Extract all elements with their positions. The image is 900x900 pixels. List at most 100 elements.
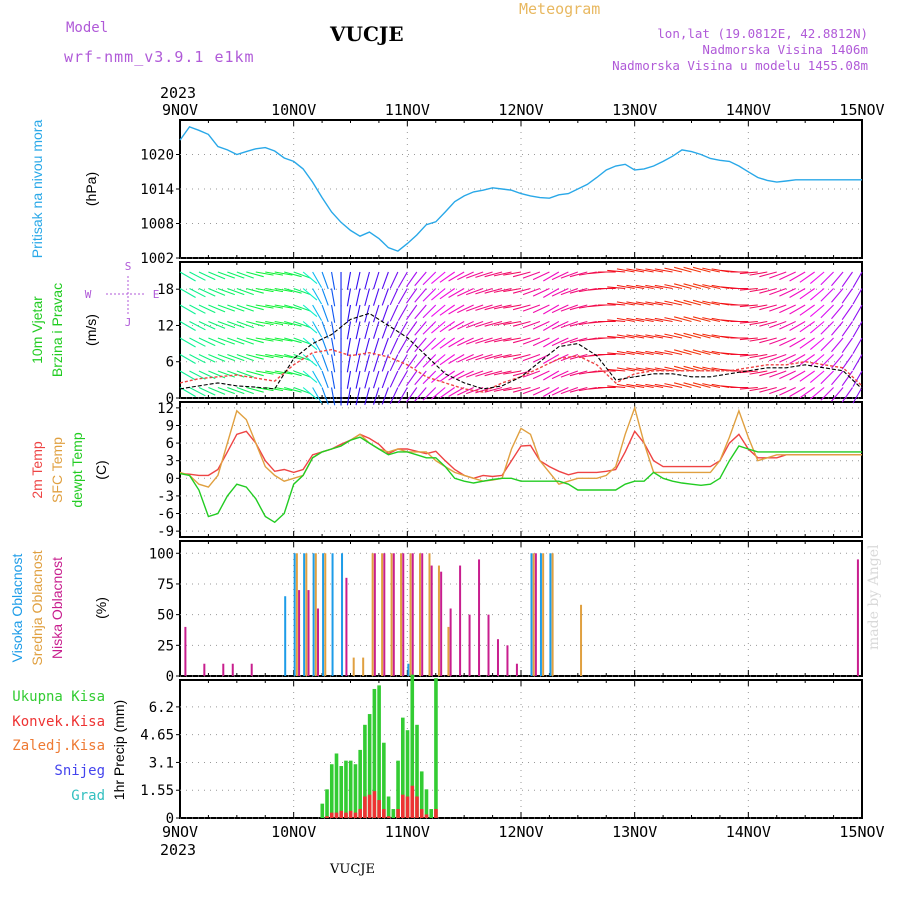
wind-arrow	[406, 271, 418, 288]
wind-arrow	[466, 353, 484, 362]
wind-arrow	[626, 334, 645, 339]
wind-arrow	[759, 370, 777, 377]
wind-arrow	[466, 370, 484, 378]
cloud-bar	[314, 553, 317, 676]
wind-arrow	[227, 304, 245, 312]
wind-arrow	[654, 350, 673, 356]
wind-arrow	[673, 266, 692, 273]
precip-total-bar	[320, 803, 325, 818]
wind-arrow	[607, 302, 626, 306]
wind-arrow	[389, 337, 399, 355]
wind-arrow	[831, 370, 844, 386]
wind-arrow	[769, 353, 787, 362]
wind-arrow	[179, 288, 196, 298]
wind-arrow	[312, 354, 323, 371]
cloud-bar	[440, 571, 443, 676]
wind-arrow	[389, 304, 399, 322]
wind-arrow	[522, 353, 541, 362]
wind-arrow	[274, 386, 293, 392]
wind-arrow	[431, 304, 446, 317]
wind-arrow	[414, 337, 427, 353]
precip-conv-bar	[405, 796, 410, 818]
cloud-bar	[352, 657, 355, 676]
bottom-date-label: 14NOV	[726, 823, 771, 841]
wind-arrow	[503, 337, 522, 342]
wind-arrow	[645, 317, 664, 323]
cloud-bar	[530, 553, 533, 676]
wind-arrow	[381, 321, 389, 339]
wind-arrow	[852, 387, 863, 404]
wind-arrow	[635, 350, 654, 356]
wind-arrow	[789, 271, 806, 282]
wind-arrow	[759, 287, 777, 294]
wind-arrow	[532, 337, 550, 347]
wind-arrow	[543, 304, 560, 315]
precip-conv-bar	[377, 800, 381, 818]
pressure-ytick-label: 1014	[140, 182, 174, 198]
wind-arrow	[560, 386, 579, 395]
precip-total-bar	[334, 753, 339, 818]
wind-arrow	[475, 287, 493, 295]
wind-arrow	[466, 304, 484, 312]
temp-line-1	[179, 405, 862, 488]
bottom-date-label: 15NOV	[839, 823, 884, 841]
wind-arrow	[484, 271, 503, 278]
precip-conv-bar	[434, 809, 438, 818]
wind-arrow	[503, 320, 522, 326]
wind-arrow	[255, 337, 274, 342]
wind-arrow	[198, 354, 216, 363]
cloud-bar	[506, 645, 509, 676]
wind-arrow	[522, 337, 541, 345]
precip-total-bar	[372, 688, 377, 818]
wind-arrow	[331, 304, 336, 323]
wind-arrow	[769, 386, 787, 395]
wind-arrow	[616, 383, 635, 389]
cloud-label-low: Niska Oblacnost	[49, 557, 65, 659]
wind-arrow	[198, 387, 216, 396]
wind-arrow	[293, 287, 311, 296]
cloud-bar	[312, 553, 315, 676]
cloud-bar	[293, 553, 296, 676]
precip-label-frozen: Zaledj.Kisa	[12, 738, 105, 754]
wind-arrow	[551, 271, 569, 281]
wind-arrow	[616, 268, 635, 273]
wind-arrow	[389, 370, 399, 388]
cloud-bar	[459, 565, 462, 676]
wind-arrow	[616, 301, 635, 306]
wind-arrow	[431, 370, 446, 383]
wind-arrow	[831, 354, 844, 369]
wind-arrow	[809, 271, 825, 284]
wind-arrow	[189, 271, 206, 281]
wind-arrow	[543, 387, 560, 397]
precip-ytick-label: 3.1	[149, 755, 174, 771]
wind-arrow	[569, 271, 588, 278]
wind-arrow	[331, 271, 336, 290]
wind-arrow	[217, 386, 235, 395]
wind-arrow	[284, 304, 302, 311]
wind-arrow	[607, 335, 626, 339]
wind-arrow	[406, 354, 418, 370]
cloud-bar	[496, 639, 499, 676]
wind-arrow	[381, 370, 389, 389]
wind-arrow	[255, 353, 274, 359]
wind-arrow	[236, 304, 254, 312]
wind-arrow	[484, 304, 503, 311]
wind-arrow	[512, 337, 531, 344]
wind-arrow	[645, 334, 664, 339]
wind-arrow	[321, 387, 329, 405]
wind-arrow	[208, 386, 226, 395]
wind-arrow	[198, 337, 216, 347]
wind-arrow	[607, 319, 626, 323]
wind-arrow	[236, 287, 254, 296]
wind-arrow	[654, 383, 673, 389]
wind-arrow	[189, 304, 206, 314]
wind-arrow	[484, 337, 503, 344]
cloud-bar	[341, 553, 344, 676]
wind-arrow	[799, 354, 815, 366]
wind-arrow	[493, 320, 512, 326]
cloud-label-high: Visoka Oblacnost	[9, 554, 25, 663]
wind-arrow	[739, 370, 758, 374]
wind-arrow	[799, 288, 815, 300]
wind-arrow	[321, 337, 329, 356]
wind-arrow	[852, 370, 863, 387]
